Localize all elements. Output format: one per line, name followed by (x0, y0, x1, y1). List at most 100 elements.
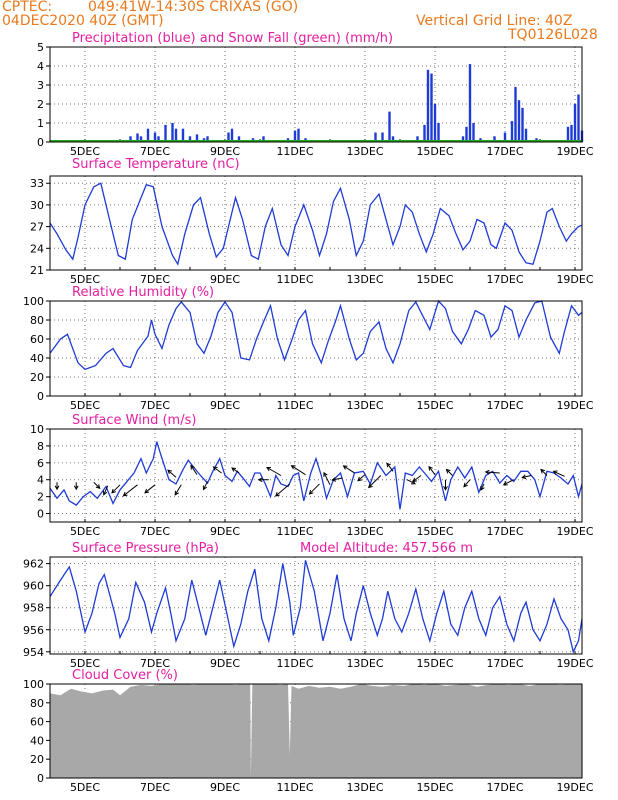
x-tick-label: 15DEC (416, 399, 453, 412)
humidity-line (49, 299, 583, 371)
precip-bar (136, 133, 139, 142)
wind-direction-arrow (212, 466, 222, 474)
precip-bar (566, 126, 570, 142)
precip-bar (493, 136, 496, 142)
x-tick-label: 11DEC (276, 657, 313, 670)
x-tick-label: 5DEC (70, 399, 100, 412)
x-tick-label: 5DEC (70, 525, 100, 538)
x-tick-label: 17DEC (486, 657, 523, 670)
wind-direction-arrow (257, 477, 269, 483)
precip-bar (139, 136, 143, 142)
wind-direction-arrow (357, 474, 366, 482)
temperature-frame (49, 175, 583, 271)
wind-direction-arrow (368, 475, 382, 489)
header-source: CPTEC: (2, 0, 53, 15)
precip-bar (437, 123, 440, 142)
precip-bar (188, 136, 192, 142)
wind-direction-arrow (54, 482, 60, 491)
precip-bar (391, 136, 395, 142)
precipitation-frame (49, 46, 583, 143)
y-tick-label: 0 (37, 390, 44, 403)
y-tick-label: 100 (23, 678, 44, 691)
x-tick-label: 19DEC (556, 273, 593, 286)
x-tick-label: 13DEC (346, 273, 383, 286)
header-run: 04DEC2020 40Z (GMT) (2, 13, 164, 29)
precip-bar (153, 132, 157, 142)
y-tick-label: 80 (30, 697, 44, 710)
pressure-title: Surface Pressure (hPa) (72, 541, 219, 556)
y-tick-label: 40 (30, 734, 44, 747)
y-tick-label: 4 (37, 474, 44, 487)
wind-direction-arrow (502, 479, 514, 486)
precip-bar (573, 104, 577, 142)
y-tick-label: 27 (30, 221, 44, 234)
x-tick-label: 11DEC (276, 525, 313, 538)
wind-direction-arrow (190, 464, 198, 475)
precip-bar (157, 136, 160, 142)
wind-direction-arrow (342, 465, 355, 474)
humidity-frame (49, 300, 583, 397)
x-tick-label: 5DEC (70, 657, 100, 670)
precip-bar (461, 136, 465, 142)
precip-bar (514, 86, 517, 142)
wind-direction-arrow (445, 468, 453, 476)
wind-direction-arrow (102, 485, 109, 496)
y-tick-label: 8 (37, 440, 44, 453)
wind-direction-arrow (463, 479, 471, 488)
x-tick-label: 13DEC (346, 781, 383, 794)
x-tick-label: 11DEC (276, 399, 313, 412)
x-tick-label: 9DEC (210, 273, 240, 286)
x-tick-label: 13DEC (346, 525, 383, 538)
precip-bar (416, 136, 419, 142)
x-tick-label: 7DEC (140, 657, 170, 670)
y-tick-label: 5 (37, 41, 44, 54)
y-tick-label: 30 (30, 199, 44, 212)
precip-bar (206, 136, 209, 142)
x-tick-label: 19DEC (556, 781, 593, 794)
cloud-title: Cloud Cover (%) (72, 668, 178, 683)
precip-bar (262, 136, 265, 142)
pressure-annotation: Model Altitude: 457.566 m (300, 541, 473, 556)
y-tick-label: 6 (37, 457, 44, 470)
humidity-title: Relative Humidity (%) (72, 285, 214, 300)
precip-bar (237, 136, 241, 142)
y-tick-label: 1 (37, 117, 44, 130)
cloud-cover-area (50, 684, 582, 778)
pressure-frame (49, 556, 583, 655)
x-tick-label: 5DEC (70, 273, 100, 286)
precip-bar (577, 94, 580, 142)
y-tick-label: 20 (30, 371, 44, 384)
precip-bar (146, 128, 150, 142)
wind-direction-arrow (484, 469, 500, 475)
y-tick-label: 2 (37, 491, 44, 504)
panel-wind: Surface Wind (m/s) 5DEC 7DEC 9DEC 11DEC 13DEC… (30, 413, 594, 538)
y-tick-label: 0 (37, 508, 44, 521)
wind-direction-arrow (290, 465, 306, 476)
precip-bar (503, 132, 507, 142)
precip-bar (227, 132, 230, 142)
wind-direction-arrow (540, 468, 548, 476)
y-tick-label: 24 (30, 242, 44, 255)
x-tick-label: 9DEC (210, 781, 240, 794)
y-tick-label: 40 (30, 352, 44, 365)
y-tick-label: 0 (37, 772, 44, 785)
wind-direction-arrow (231, 467, 240, 474)
x-tick-label: 11DEC (276, 273, 313, 286)
x-tick-label: 19DEC (556, 657, 593, 670)
y-tick-label: 962 (23, 558, 44, 571)
y-tick-label: 956 (23, 624, 44, 637)
y-tick-label: 100 (23, 295, 44, 308)
y-tick-label: 80 (30, 314, 44, 327)
wind-direction-arrow (412, 475, 422, 483)
y-tick-label: 3 (37, 79, 44, 92)
panel-pressure: Surface Pressure (hPa) Model Altitude: 45… (23, 541, 594, 670)
x-tick-label: 7DEC (140, 145, 170, 158)
wind-frame (49, 428, 583, 523)
panel-temperature: Surface Temperature (nC) 5DEC 7DEC 9DEC 11DE… (30, 157, 594, 286)
precip-bar (524, 128, 528, 142)
wind-direction-arrow (386, 462, 394, 472)
pressure-line (49, 560, 583, 654)
x-tick-label: 5DEC (70, 781, 100, 794)
wind-direction-arrow (93, 481, 101, 490)
